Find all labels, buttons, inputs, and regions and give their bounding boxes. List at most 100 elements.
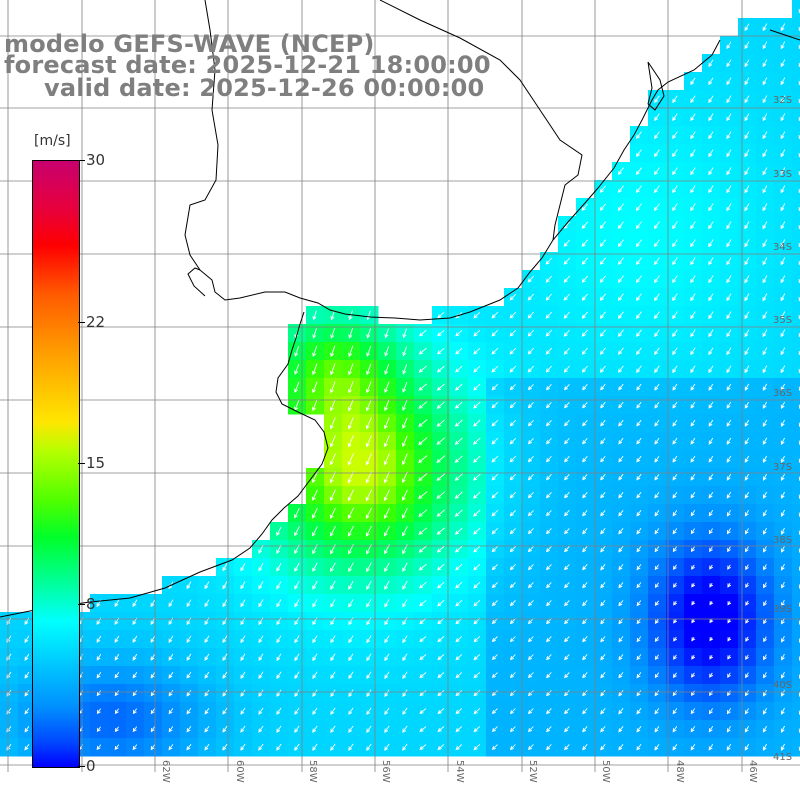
wind-arrow [419, 599, 427, 607]
wind-arrow [347, 417, 354, 430]
wind-arrow [726, 401, 732, 409]
latitude-label: 38S [773, 535, 792, 546]
wind-arrow [780, 185, 786, 194]
wind-arrow [383, 417, 390, 430]
wind-arrow [527, 654, 534, 661]
wind-arrow [582, 402, 588, 409]
wind-arrow [600, 636, 606, 643]
wind-arrow [726, 437, 732, 445]
wind-arrow [132, 726, 138, 733]
wind-arrow [96, 708, 101, 715]
wind-arrow [708, 113, 714, 122]
wind-arrow [186, 744, 192, 751]
wind-arrow [348, 671, 354, 679]
wind-arrow [96, 744, 102, 751]
wind-arrow [618, 365, 624, 373]
wind-arrow [672, 185, 678, 194]
wind-arrow [294, 653, 300, 662]
wind-arrow [527, 510, 534, 517]
wind-arrow [599, 293, 606, 301]
wind-arrow [600, 492, 606, 499]
wind-arrow [762, 365, 768, 374]
wind-arrow [600, 726, 606, 733]
wind-arrow [473, 455, 481, 463]
wind-arrow [564, 690, 570, 697]
wind-arrow [330, 707, 336, 715]
latitude-label: 37S [773, 462, 792, 473]
wind-arrow [654, 347, 660, 355]
wind-arrow [726, 113, 732, 122]
wind-arrow [258, 544, 264, 554]
wind-arrow [600, 419, 606, 427]
wind-arrow [437, 329, 445, 337]
wind-arrow [708, 275, 714, 284]
wind-arrow [186, 653, 192, 661]
wind-arrow [654, 329, 660, 338]
wind-cell [792, 360, 800, 379]
wind-arrow [545, 546, 552, 553]
wind-arrow [132, 635, 138, 643]
wind-arrow [762, 491, 767, 499]
wind-arrow [491, 690, 498, 697]
wind-arrow [114, 744, 120, 751]
wind-arrow [418, 419, 428, 428]
wind-arrow [745, 618, 750, 624]
wind-arrow [312, 653, 318, 662]
wind-arrow [563, 365, 570, 373]
wind-arrow [348, 689, 354, 697]
wind-arrow [708, 491, 714, 499]
wind-arrow [455, 654, 463, 661]
wind-arrow [617, 311, 624, 319]
wind-arrow [312, 635, 318, 644]
wind-arrow [168, 635, 174, 644]
wind-arrow [654, 113, 660, 122]
wind-arrow [636, 383, 642, 391]
wind-arrow [582, 564, 588, 571]
wind-arrow [618, 672, 624, 679]
wind-arrow [654, 275, 660, 284]
wind-arrow [600, 383, 606, 391]
wind-arrow [527, 600, 534, 607]
wind-arrow [727, 690, 731, 697]
wind-arrow [690, 743, 696, 751]
wind-arrow [96, 726, 101, 733]
border-uruguay [184, 0, 219, 271]
wind-arrow [418, 329, 427, 337]
wind-arrow [763, 618, 767, 625]
wind-arrow [635, 221, 642, 230]
wind-arrow [330, 653, 336, 662]
wind-arrow [617, 329, 624, 337]
wind-arrow [744, 365, 750, 374]
wind-arrow [384, 580, 390, 590]
wind-arrow [455, 726, 463, 733]
wind-arrow [636, 672, 642, 679]
wind-arrow [436, 365, 445, 373]
wind-arrow [491, 473, 499, 481]
wind-arrow [545, 564, 552, 571]
wind-arrow [545, 347, 553, 355]
wind-arrow [672, 149, 678, 158]
wind-arrow [618, 510, 624, 517]
wind-arrow [114, 599, 120, 608]
colorbar-tick-label: 0 [86, 757, 96, 775]
wind-arrow [581, 329, 588, 337]
wind-arrow [708, 185, 714, 194]
wind-arrow [294, 562, 300, 572]
wind-arrow [708, 59, 714, 68]
wind-arrow [366, 689, 372, 697]
wind-arrow [527, 401, 534, 409]
wind-arrow [473, 491, 481, 499]
wind-arrow [563, 384, 570, 391]
wind-arrow [401, 453, 408, 466]
wind-arrow [491, 582, 498, 589]
wind-cell [792, 702, 800, 721]
wind-arrow [473, 329, 481, 337]
wind-arrow [276, 671, 282, 679]
wind-arrow [617, 275, 624, 284]
wind-arrow [509, 672, 516, 679]
wind-arrow [672, 131, 678, 140]
wind-arrow [780, 455, 785, 463]
wind-arrow [691, 690, 695, 697]
wind-arrow [383, 525, 390, 537]
wind-arrow [527, 672, 534, 679]
